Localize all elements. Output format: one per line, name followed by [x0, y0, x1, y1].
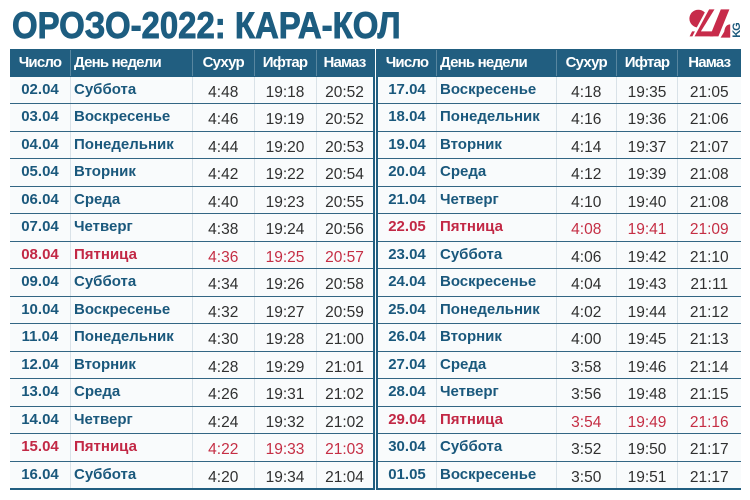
svg-text:KG: KG	[731, 23, 743, 38]
